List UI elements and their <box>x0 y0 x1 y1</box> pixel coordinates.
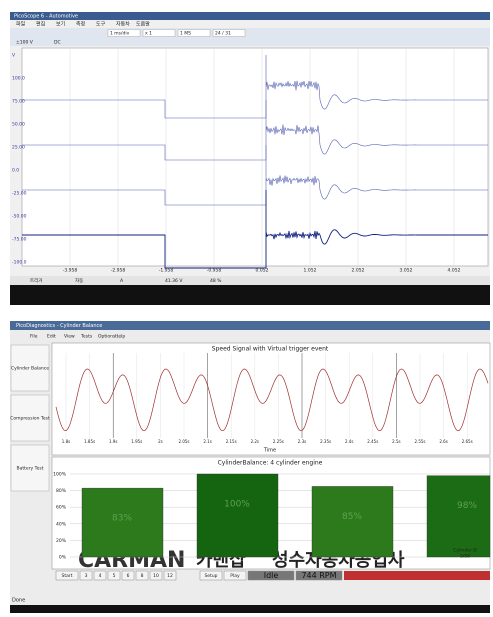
y-label: -50.00 <box>12 214 27 220</box>
x-label: 2.45s <box>367 439 378 444</box>
control-label: Idle <box>264 571 279 580</box>
taskbar <box>10 605 490 613</box>
x-label: -2.958 <box>111 268 126 274</box>
x-label: 2.5s <box>392 439 400 444</box>
control-label: 6 <box>127 573 130 579</box>
menu-item[interactable]: Edit <box>47 334 56 340</box>
x-label: 2s <box>158 439 163 444</box>
y-label: -25.00 <box>12 191 27 197</box>
scope-plot <box>22 48 488 266</box>
x-label: 2.4s <box>345 439 353 444</box>
x-label: 4.052 <box>448 268 461 274</box>
control-label: 3 <box>85 573 88 579</box>
menu-item[interactable]: File <box>30 334 38 340</box>
control-label: Setup <box>204 573 217 579</box>
rpm-meter <box>344 571 490 580</box>
y-label: 100.0 <box>12 76 25 82</box>
bar <box>197 474 278 557</box>
bar-label: 85% <box>342 512 362 522</box>
y-tick-label: 80% <box>56 488 67 494</box>
y-tick-label: 60% <box>56 505 67 511</box>
y-label: -100.0 <box>12 260 27 266</box>
channel-setting[interactable]: DC <box>54 40 61 46</box>
scope-title: PicoScope 6 - Automotive <box>14 14 78 20</box>
menu-item[interactable]: 도구 <box>96 22 106 28</box>
sidebar-label: Compression Test <box>10 416 50 422</box>
y-tick-label: 20% <box>56 538 67 544</box>
control-label: 5 <box>113 573 116 579</box>
x-label: -3.958 <box>63 268 78 274</box>
y-label: 25.00 <box>12 145 25 151</box>
x-label: 2.25s <box>273 439 284 444</box>
y-tick-label: 40% <box>56 521 67 527</box>
diag-title: PicoDiagnostics - Cylinder Balance <box>16 323 102 329</box>
status-item: 48 % <box>210 278 222 284</box>
y-tick-label: 100% <box>53 472 67 478</box>
menu-item[interactable]: View <box>64 334 75 340</box>
speed-x-title: Time <box>263 448 276 454</box>
bar-label: 98% <box>457 501 477 511</box>
y-label: 75.00 <box>12 99 25 105</box>
x-label: 1.95s <box>131 439 142 444</box>
x-label: 1.85s <box>84 439 95 444</box>
x-label: 2.35s <box>320 439 331 444</box>
x-label: 1.9s <box>109 439 117 444</box>
scope-titlebar <box>10 12 490 20</box>
x-label: 2.1s <box>203 439 211 444</box>
control-label: Play <box>230 573 240 579</box>
menu-item[interactable]: 측정 <box>76 21 85 28</box>
menu-item[interactable]: 편집 <box>36 21 45 28</box>
x-label: 1.8s <box>62 439 70 444</box>
bar-label: 83% <box>112 514 132 524</box>
status: Done <box>12 598 25 604</box>
taskbar <box>10 285 490 305</box>
sidebar-label: Battery Test <box>17 466 44 472</box>
menu-item[interactable]: 자동차 <box>116 21 130 28</box>
toolbar-value: 1 MS <box>180 31 191 37</box>
x-label: 2.55s <box>415 439 426 444</box>
menu-item[interactable]: Tests <box>80 334 93 340</box>
x-label: 2.05s <box>179 439 190 444</box>
control-label: 10 <box>153 573 159 579</box>
status-item: 41.36 V <box>165 278 183 284</box>
y-label: -75.00 <box>12 237 27 243</box>
control-label: Start <box>62 573 73 579</box>
menu-item[interactable]: 도움말 <box>136 21 150 28</box>
x-label: 2.052 <box>352 268 365 274</box>
x-label: 3.052 <box>400 268 413 274</box>
x-label: 2.2s <box>251 439 259 444</box>
control-label: 744 RPM <box>301 571 336 580</box>
control-label: 4 <box>99 573 102 579</box>
control-label: 12 <box>167 573 173 579</box>
menu-item[interactable]: 보기 <box>56 21 65 28</box>
bar-label: 100% <box>224 500 250 510</box>
menu-item[interactable]: 파일 <box>16 21 26 28</box>
scope-toolbar <box>10 28 490 46</box>
speed-title: Speed Signal with Virtual trigger event <box>212 346 329 353</box>
menu-item[interactable]: Help <box>115 334 125 340</box>
x-label: 2.6s <box>439 439 447 444</box>
sidebar-label: Cylinder Balance <box>11 366 49 372</box>
x-label: 2.3s <box>298 439 306 444</box>
toolbar-value: 24 / 31 <box>215 31 231 37</box>
toolbar-value: x 1 <box>145 31 152 37</box>
status-item: 자동 <box>75 277 83 284</box>
y-label: 0.0 <box>12 168 19 174</box>
x-label: 2.15s <box>226 439 237 444</box>
y-label: 50.00 <box>12 122 25 128</box>
balance-title: CylinderBalance: 4 cylinder engine <box>218 460 323 467</box>
page: PicoScope 6 - Automotive PicoDiagnostics… <box>0 0 493 613</box>
side-label: 5/58 <box>460 554 470 560</box>
x-label: 2.65s <box>462 439 473 444</box>
y-tick-label: 0% <box>59 555 67 561</box>
x-label: 1.052 <box>304 268 317 274</box>
channel-setting[interactable]: ±100 V <box>16 40 34 46</box>
status-item: 트리거 <box>30 277 42 284</box>
control-label: 8 <box>141 573 144 579</box>
side-label: Cylinder D <box>453 548 477 554</box>
bar <box>427 476 490 557</box>
toolbar-value: 1 ms/div <box>110 31 130 37</box>
